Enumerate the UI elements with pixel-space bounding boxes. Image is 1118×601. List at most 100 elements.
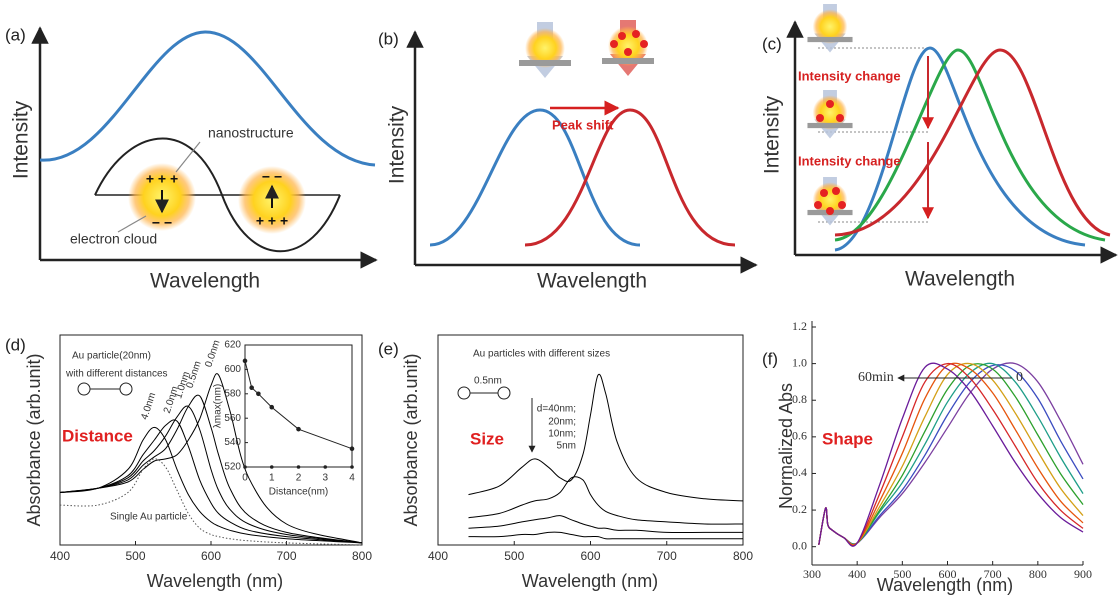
series-label: 4.0nm — [139, 391, 158, 421]
x-tick-label: 2 — [296, 473, 302, 484]
x-tick — [350, 465, 354, 469]
x-tick-label: 0 — [242, 473, 248, 484]
annotation: Distance — [62, 426, 133, 445]
series-line — [818, 362, 1084, 545]
x-tick-label: 600 — [580, 549, 600, 563]
chart-2: (f) Normalized Abs Wavelength (nm) 300 400 50… — [762, 319, 1092, 595]
x-tick-label: 800 — [352, 549, 372, 563]
panel-label: (c) — [762, 34, 782, 53]
annotation: 60min — [858, 370, 894, 385]
pointer — [117, 215, 147, 233]
spectrum-curve — [834, 48, 1106, 242]
series-label: 5nm — [557, 441, 576, 452]
x-axis-label: Wavelength (nm) — [522, 571, 658, 591]
particle — [457, 386, 471, 400]
inset-point — [349, 446, 355, 452]
panel-label: (f) — [762, 349, 778, 368]
panel-c: (c) Intensity Wavelength Intensity chang… — [761, 4, 1118, 291]
panel-a: (a) Intensity Wavelength nanostructure e… — [5, 25, 378, 293]
y-tick-label: 620 — [224, 340, 241, 351]
series-label: 0.5nm — [185, 360, 204, 390]
adsorbed-molecules — [610, 30, 648, 56]
x-tick-label: 600 — [201, 549, 221, 563]
field-wave — [94, 137, 341, 252]
series-label: Single Au particle — [110, 512, 188, 523]
series-line — [818, 362, 1084, 547]
x-tick-label: 400 — [848, 567, 866, 581]
x-axis-label: Distance(nm) — [269, 487, 328, 498]
x-axis-label: Wavelength — [537, 270, 647, 293]
panel-label: (b) — [378, 29, 399, 48]
series-line — [818, 364, 1084, 545]
annotation: 0 — [1016, 370, 1023, 385]
x-tick — [296, 465, 301, 469]
y-tick-label: 560 — [224, 413, 241, 424]
y-axis-label: Absorbance (arb.unit) — [24, 353, 44, 526]
x-tick-label: 700 — [276, 549, 296, 563]
charge: − − — [262, 169, 282, 185]
inset-point — [249, 385, 254, 391]
annotation: electron cloud — [70, 231, 157, 247]
y-tick-label: 0.6 — [792, 429, 807, 443]
x-tick — [323, 465, 328, 469]
series-line — [468, 373, 744, 502]
y-tick-label: 0.2 — [792, 502, 807, 516]
x-axis-label: Wavelength — [905, 268, 1015, 291]
x-tick-label: 300 — [803, 567, 821, 581]
inset: 0 1 2 3 4 520 540 560 580 600 620 Distance(nm) λmax(… — [213, 340, 356, 498]
icon — [807, 4, 853, 53]
annotation: with different distances — [65, 369, 168, 380]
x-tick-label: 4 — [349, 473, 355, 484]
x-tick-label: 500 — [893, 567, 911, 581]
inset-point — [256, 391, 261, 397]
inset-line — [244, 360, 353, 450]
panel-label: (d) — [5, 335, 26, 354]
charge: + + + — [146, 171, 178, 187]
charge: + + + — [256, 213, 288, 229]
particle — [77, 382, 91, 396]
series-line — [59, 458, 363, 546]
y-tick-label: 520 — [224, 462, 241, 473]
y-tick-label: 600 — [224, 364, 241, 375]
x-tick-label: 500 — [504, 549, 524, 563]
y-tick-label: 580 — [224, 388, 241, 399]
spectrum-curve — [834, 48, 1111, 237]
y-axis-label: Normalized Abs — [776, 383, 796, 509]
annotation: Au particles with different sizes — [473, 349, 610, 360]
spectrum-curve — [834, 46, 1086, 252]
series-label: 0.0nm — [203, 339, 222, 369]
annotation: 0.5nm — [474, 376, 502, 387]
y-tick-label: 0.8 — [792, 392, 807, 406]
inset-point — [296, 426, 301, 432]
panel-label: (e) — [378, 339, 399, 358]
series-label: 10nm; — [548, 429, 576, 440]
x-tick-label: 800 — [733, 549, 753, 563]
annotation: Intensity change — [798, 153, 901, 168]
y-tick-label: 0.4 — [792, 465, 807, 479]
y-tick-label: 0.0 — [792, 538, 807, 552]
x-tick-label: 1 — [269, 473, 275, 484]
annotation: nanostructure — [208, 125, 294, 141]
y-tick-label: 1.2 — [792, 319, 807, 333]
y-tick-label: 1.0 — [792, 355, 807, 369]
inset-frame — [244, 344, 353, 468]
dumbbell — [77, 382, 133, 396]
x-tick-label: 400 — [50, 549, 70, 563]
dumbbell — [457, 386, 511, 400]
annotation: Au particle(20nm) — [72, 351, 151, 362]
y-axis-label: λmax(nm) — [213, 384, 224, 428]
x-axis-label: Wavelength (nm) — [147, 571, 283, 591]
annotation: Shape — [822, 429, 873, 448]
x-axis-label: Wavelength (nm) — [877, 575, 1013, 595]
charge: − − — [152, 215, 172, 231]
x-tick-label: 500 — [125, 549, 145, 563]
particle — [497, 386, 511, 400]
y-axis-label: Absorbance (arb.unit) — [401, 353, 421, 526]
x-tick-label: 800 — [1029, 567, 1047, 581]
x-axis-label: Wavelength — [150, 270, 260, 293]
x-tick-label: 700 — [984, 567, 1002, 581]
x-tick-label: 3 — [322, 473, 328, 484]
chart-1: (e)Absorbance (arb.unit) Wavelength (nm) 4… — [378, 334, 753, 591]
y-axis-label: Intensity — [761, 95, 784, 174]
